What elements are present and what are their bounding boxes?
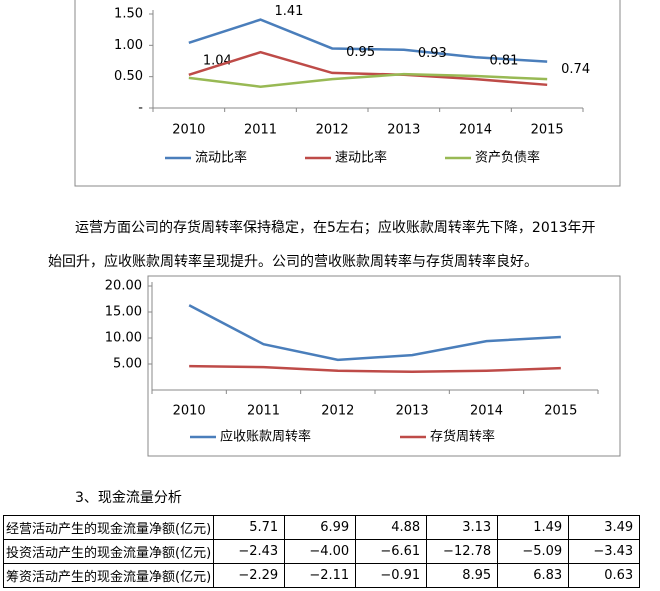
table-row: 筹资活动产生的现金流量净额(亿元) −2.29 −2.11 −0.91 8.95 6.83… [2,563,641,588]
y-tick-label: 20.00 [105,279,142,294]
data-label: 1.41 [275,4,304,19]
y-tick-label: 1.50 [114,7,143,22]
series-line [188,18,548,63]
x-tick-label: 2015 [544,404,577,419]
data-label: 0.93 [418,46,447,61]
row-label: 投资活动产生的现金流量净额(亿元) [2,539,215,564]
x-tick-label: 2011 [244,123,277,138]
series-line [188,50,548,87]
x-tick-label: 2010 [173,404,206,419]
chart-frame [147,275,621,457]
value-cell: 5.71 [213,515,286,540]
value-cell: 4.88 [355,515,428,540]
row-label: 经营活动产生的现金流量净额(亿元) [2,515,215,540]
value-cell: 0.63 [568,563,641,588]
value-cell: −5.09 [497,539,570,564]
table-row: 经营活动产生的现金流量净额(亿元) 5.71 6.99 4.88 3.13 1.49 3.4… [2,515,641,540]
x-tick-label: 2014 [470,404,503,419]
y-tick-label: 10.00 [105,331,142,346]
x-tick-label: 2014 [459,123,492,138]
series-line [188,304,561,362]
legend-label: 存货周转率 [430,429,495,445]
data-label: 0.81 [490,54,519,69]
x-tick-label: 2013 [396,404,429,419]
x-tick-label: 2012 [316,123,349,138]
value-cell: 6.99 [284,515,357,540]
series-line [188,72,548,88]
value-cell: −2.11 [284,563,357,588]
paragraph-line: 运营方面公司的存货周转率保持稳定，在5左右；应收账款周转率先下降，2013年开 [75,219,596,236]
x-tick-label: 2010 [172,123,205,138]
value-cell: 3.49 [568,515,641,540]
value-cell: −3.43 [568,539,641,564]
cash-flow-table: 经营活动产生的现金流量净额(亿元) 5.71 6.99 4.88 3.13 1.49 3.4… [2,515,641,588]
value-cell: 8.95 [426,563,499,588]
value-cell: −2.29 [213,563,286,588]
value-cell: −4.00 [284,539,357,564]
series-line [189,364,561,374]
y-tick-label: 1.00 [114,38,143,53]
legend-label: 流动比率 [195,150,247,166]
value-cell: 3.13 [426,515,499,540]
data-label: 0.74 [561,62,590,77]
section-heading: 3、现金流量分析 [75,490,182,506]
value-cell: −0.91 [355,563,428,588]
legend-label: 速动比率 [335,150,387,166]
x-tick-label: 2013 [387,123,420,138]
y-tick-label: 0.50 [114,69,143,84]
table-row: 投资活动产生的现金流量净额(亿元) −2.43 −4.00 −6.61 −12.78 −5… [2,539,641,564]
data-label: 0.95 [346,45,375,60]
value-cell: −6.61 [355,539,428,564]
value-cell: 6.83 [497,563,570,588]
x-tick-label: 2012 [321,404,354,419]
x-tick-label: 2015 [531,123,564,138]
chart-frame [74,0,621,187]
paragraph-line: 始回升，应收账款周转率呈现提升。公司的营收账款周转率与存货周转率良好。 [48,253,538,270]
value-cell: 1.49 [497,515,570,540]
legend-label: 应收账款周转率 [220,429,311,445]
value-cell: −2.43 [213,539,286,564]
y-tick-label: - [138,101,143,116]
y-tick-label: 5.00 [113,357,142,372]
legend-label: 资产负债率 [475,150,540,166]
x-tick-label: 2011 [247,404,280,419]
value-cell: −12.78 [426,539,499,564]
row-label: 筹资活动产生的现金流量净额(亿元) [2,563,215,588]
y-tick-label: 15.00 [105,305,142,320]
